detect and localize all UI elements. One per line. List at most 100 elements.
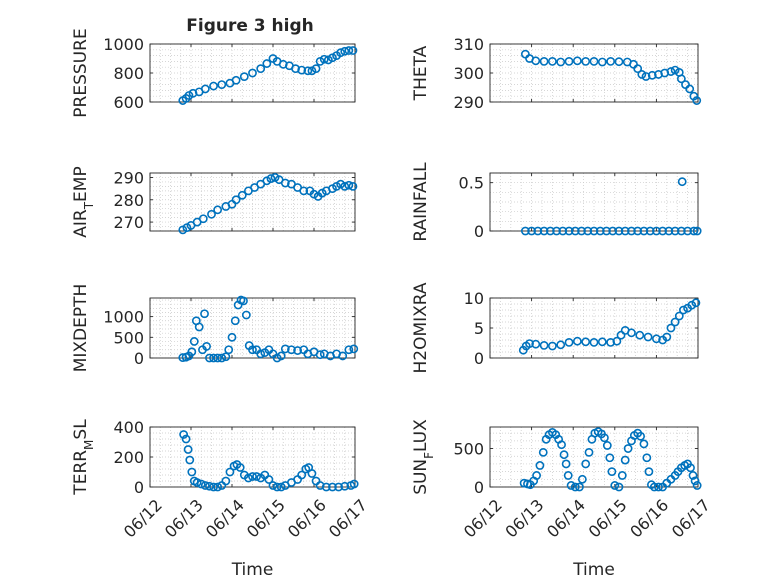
data-point [584, 447, 594, 457]
data-point [297, 470, 307, 480]
data-point [564, 57, 574, 66]
axes-box [489, 43, 699, 103]
data-point [633, 64, 643, 74]
data-point [647, 70, 657, 80]
subplot-air-temp: 270 280 290 AIRTEMP [71, 166, 358, 238]
data-point [183, 445, 193, 454]
axes-box [149, 172, 356, 232]
y-axis-label: H2OMIXRA [411, 282, 431, 373]
data-point [627, 328, 636, 338]
data-point [239, 296, 248, 306]
data-point [299, 186, 309, 196]
y-axis-label-main: TERR [71, 450, 91, 496]
data-point [230, 316, 240, 326]
y-tick-label: 270 [113, 213, 144, 232]
data-point [340, 46, 350, 56]
data-point [620, 226, 630, 236]
axes-box [489, 172, 699, 232]
data-point [217, 353, 227, 363]
y-tick-label: 500 [113, 328, 144, 347]
figure-title: Figure 3 high [186, 16, 314, 36]
y-tick-label: 0.5 [459, 174, 484, 193]
data-point [221, 476, 231, 486]
y-axis-label-main: MIXDEPTH [71, 284, 91, 373]
data-point [545, 226, 555, 236]
data-point [559, 450, 569, 460]
y-tick-label: 10 [464, 289, 484, 308]
data-point [321, 482, 331, 492]
x-tick-label: 06/14 [543, 495, 589, 541]
data-point [217, 80, 227, 89]
data-point [185, 455, 195, 465]
y-axis-label-rest: SL [71, 419, 91, 440]
data-point [548, 57, 557, 66]
data-point [581, 337, 591, 347]
y-axis-label: TERRMSL [71, 419, 96, 496]
y-axis-label: SUNFLUX [411, 419, 436, 495]
data-point [570, 482, 580, 492]
data-point [692, 226, 702, 236]
data-point [248, 345, 257, 355]
y-tick-label: 0 [474, 222, 484, 241]
data-point [652, 226, 661, 236]
data-point [276, 482, 286, 492]
data-point [531, 339, 541, 349]
y-tick-label: 0 [474, 478, 484, 497]
data-point [338, 351, 348, 361]
data-point [614, 482, 624, 492]
data-point [539, 57, 549, 66]
data-point [607, 467, 617, 477]
data-point [658, 226, 668, 236]
y-tick-label: 280 [113, 191, 144, 210]
y-axis-label: RAINFALL [411, 162, 431, 242]
data-point [344, 345, 354, 355]
data-point [666, 323, 676, 333]
y-tick-label: 0 [474, 349, 484, 368]
data-point [561, 459, 571, 469]
data-point [525, 339, 534, 348]
data-point [690, 476, 700, 486]
data-point [311, 64, 321, 74]
data-point [633, 226, 643, 236]
data-point [535, 461, 545, 470]
data-point [200, 309, 209, 319]
y-tick-label: 0 [134, 478, 144, 497]
data-point [664, 226, 674, 236]
x-tick-label: 06/17 [325, 495, 371, 541]
data-point [293, 475, 302, 484]
data-point [532, 471, 541, 480]
data-point [602, 226, 611, 236]
data-point [179, 430, 189, 439]
data-point [602, 441, 612, 450]
data-point [297, 65, 307, 75]
data-point [641, 72, 651, 81]
data-point [581, 459, 591, 469]
data-point [575, 482, 584, 492]
data-point [192, 478, 202, 487]
data-point [213, 205, 223, 215]
data-point [639, 226, 649, 236]
data-point [319, 54, 329, 64]
data-point [266, 174, 276, 183]
data-point [520, 226, 530, 236]
data-point [276, 351, 286, 361]
data-point [202, 342, 211, 351]
data-point [307, 469, 317, 478]
x-tick-label: 06/14 [202, 495, 248, 541]
y-axis-label: PRESSURE [71, 28, 91, 117]
x-tick-label: 06/13 [501, 495, 547, 541]
data-point [558, 226, 568, 236]
y-axis-label-main: H2OMIXRA [411, 282, 431, 373]
data-point [612, 336, 622, 346]
data-point [649, 482, 659, 492]
data-point [241, 310, 251, 320]
data-point [623, 444, 633, 453]
data-point [213, 482, 223, 492]
data-point [552, 226, 561, 236]
data-point [670, 226, 680, 236]
y-tick-label: 1000 [103, 35, 144, 54]
data-point [637, 70, 647, 79]
data-point [688, 471, 698, 480]
axes-box [489, 426, 699, 488]
data-point [205, 353, 214, 363]
